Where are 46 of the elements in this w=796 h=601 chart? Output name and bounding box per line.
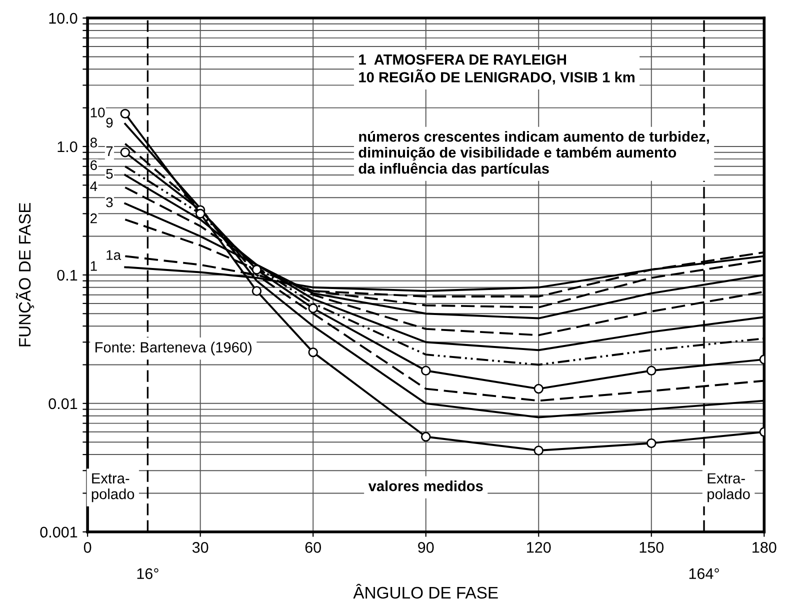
y-axis-title: FUNÇÃO DE FASE — [16, 202, 34, 346]
annotation: Fonte: Barteneva (1960) — [96, 342, 252, 356]
series-label: 9 — [106, 118, 113, 128]
annotation: 1 ATMOSFERA DE RAYLEIGH 10 REGIÃO DE LENIGRADO, VISIB 1 km — [359, 54, 634, 85]
x-tick-label: 150 — [640, 542, 664, 553]
annotation: números crescentes indicam aumento de turbidez, diminuição de visibilidade e também aumento da influência das partículas — [358, 130, 709, 177]
point — [646, 438, 656, 448]
point — [308, 303, 318, 314]
point — [308, 347, 318, 358]
point — [195, 208, 206, 219]
series-label: 1a — [106, 250, 122, 260]
x-tick-label: 0 — [84, 542, 92, 553]
x-axis-title: ÂNGULO DE FASE — [353, 584, 498, 599]
x-tick-label: 120 — [527, 542, 551, 553]
y-tick-label: 1.0 — [58, 141, 78, 152]
text: 1 — [90, 261, 97, 271]
x-tick-label: 180 — [752, 542, 776, 553]
point — [421, 366, 431, 376]
point — [534, 446, 544, 456]
text: 2 — [90, 213, 97, 224]
x-tick-label: 90 — [418, 542, 434, 553]
text: 6 — [90, 160, 97, 170]
point — [421, 432, 431, 442]
x-tick-label: 60 — [305, 542, 321, 553]
point — [252, 264, 262, 274]
x-tick-label: 30 — [192, 542, 208, 553]
point — [120, 108, 130, 119]
text: 4 — [90, 181, 98, 192]
ref-line-label: 164° — [689, 568, 719, 580]
point — [252, 286, 262, 296]
point — [120, 148, 130, 158]
text: 8 — [90, 138, 97, 148]
y-tick-label: 0.1 — [57, 270, 78, 281]
point — [534, 384, 544, 394]
point — [646, 366, 656, 376]
series-label: 3 — [106, 197, 113, 208]
annotation: valores medidos — [368, 480, 483, 492]
series-label: 5 — [106, 169, 113, 179]
series-label: 7 — [106, 146, 113, 156]
ref-line-label: 16° — [137, 568, 158, 580]
annotation: Extra- polado — [92, 473, 134, 502]
y-tick-label: 10.0 — [49, 12, 78, 24]
annotation: Extra- polado — [708, 473, 750, 502]
y-tick-label: 0.01 — [48, 398, 78, 410]
series-label: 10 — [90, 108, 105, 118]
y-tick-label: 0.001 — [40, 526, 78, 538]
